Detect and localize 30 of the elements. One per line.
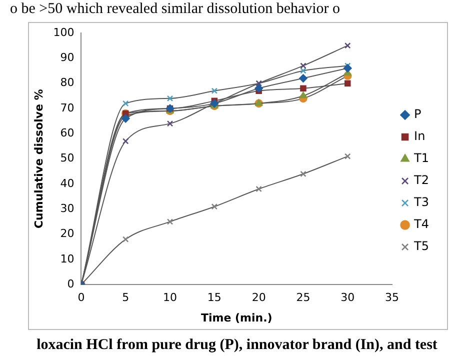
x-tick-label: 0 xyxy=(78,291,85,304)
legend-label: P xyxy=(414,107,422,122)
y-tick-label: 100 xyxy=(53,26,74,39)
y-tick-label: 40 xyxy=(60,176,74,190)
text: o be >50 which revealed similar dissolution behavior o xyxy=(9,0,342,18)
y-tick-label: 50 xyxy=(60,152,74,165)
legend-label: T5 xyxy=(413,239,430,254)
y-tick-label: 80 xyxy=(60,76,74,90)
x-axis-title: Time (min.) xyxy=(200,311,272,324)
y-tick-label: 10 xyxy=(60,252,74,266)
legend-label: T1 xyxy=(413,151,430,166)
x-tick-label: 10 xyxy=(163,291,178,304)
x-tick-label: 30 xyxy=(340,291,355,304)
x-tick-label: 25 xyxy=(296,291,310,304)
x-tick-label: 5 xyxy=(122,291,130,304)
legend-label: T2 xyxy=(413,173,430,188)
x-tick-label: 20 xyxy=(252,291,266,304)
y-tick-label: 60 xyxy=(60,126,74,140)
y-tick-label: 90 xyxy=(60,51,74,64)
x-tick-label: 35 xyxy=(385,291,400,304)
y-tick-label: 0 xyxy=(67,277,74,290)
legend-label: In xyxy=(414,129,426,144)
text: loxacin HCl from pure drug (P), innovator brand (In), and test xyxy=(36,336,438,354)
y-axis-title: Cumulative dissolve % xyxy=(32,89,46,229)
y-tick-label: 30 xyxy=(60,202,74,215)
legend-label: T4 xyxy=(413,217,430,232)
y-tick-label: 20 xyxy=(60,227,74,240)
legend-label: T3 xyxy=(413,195,430,210)
y-tick-label: 70 xyxy=(60,101,74,114)
x-tick-label: 15 xyxy=(207,291,222,304)
